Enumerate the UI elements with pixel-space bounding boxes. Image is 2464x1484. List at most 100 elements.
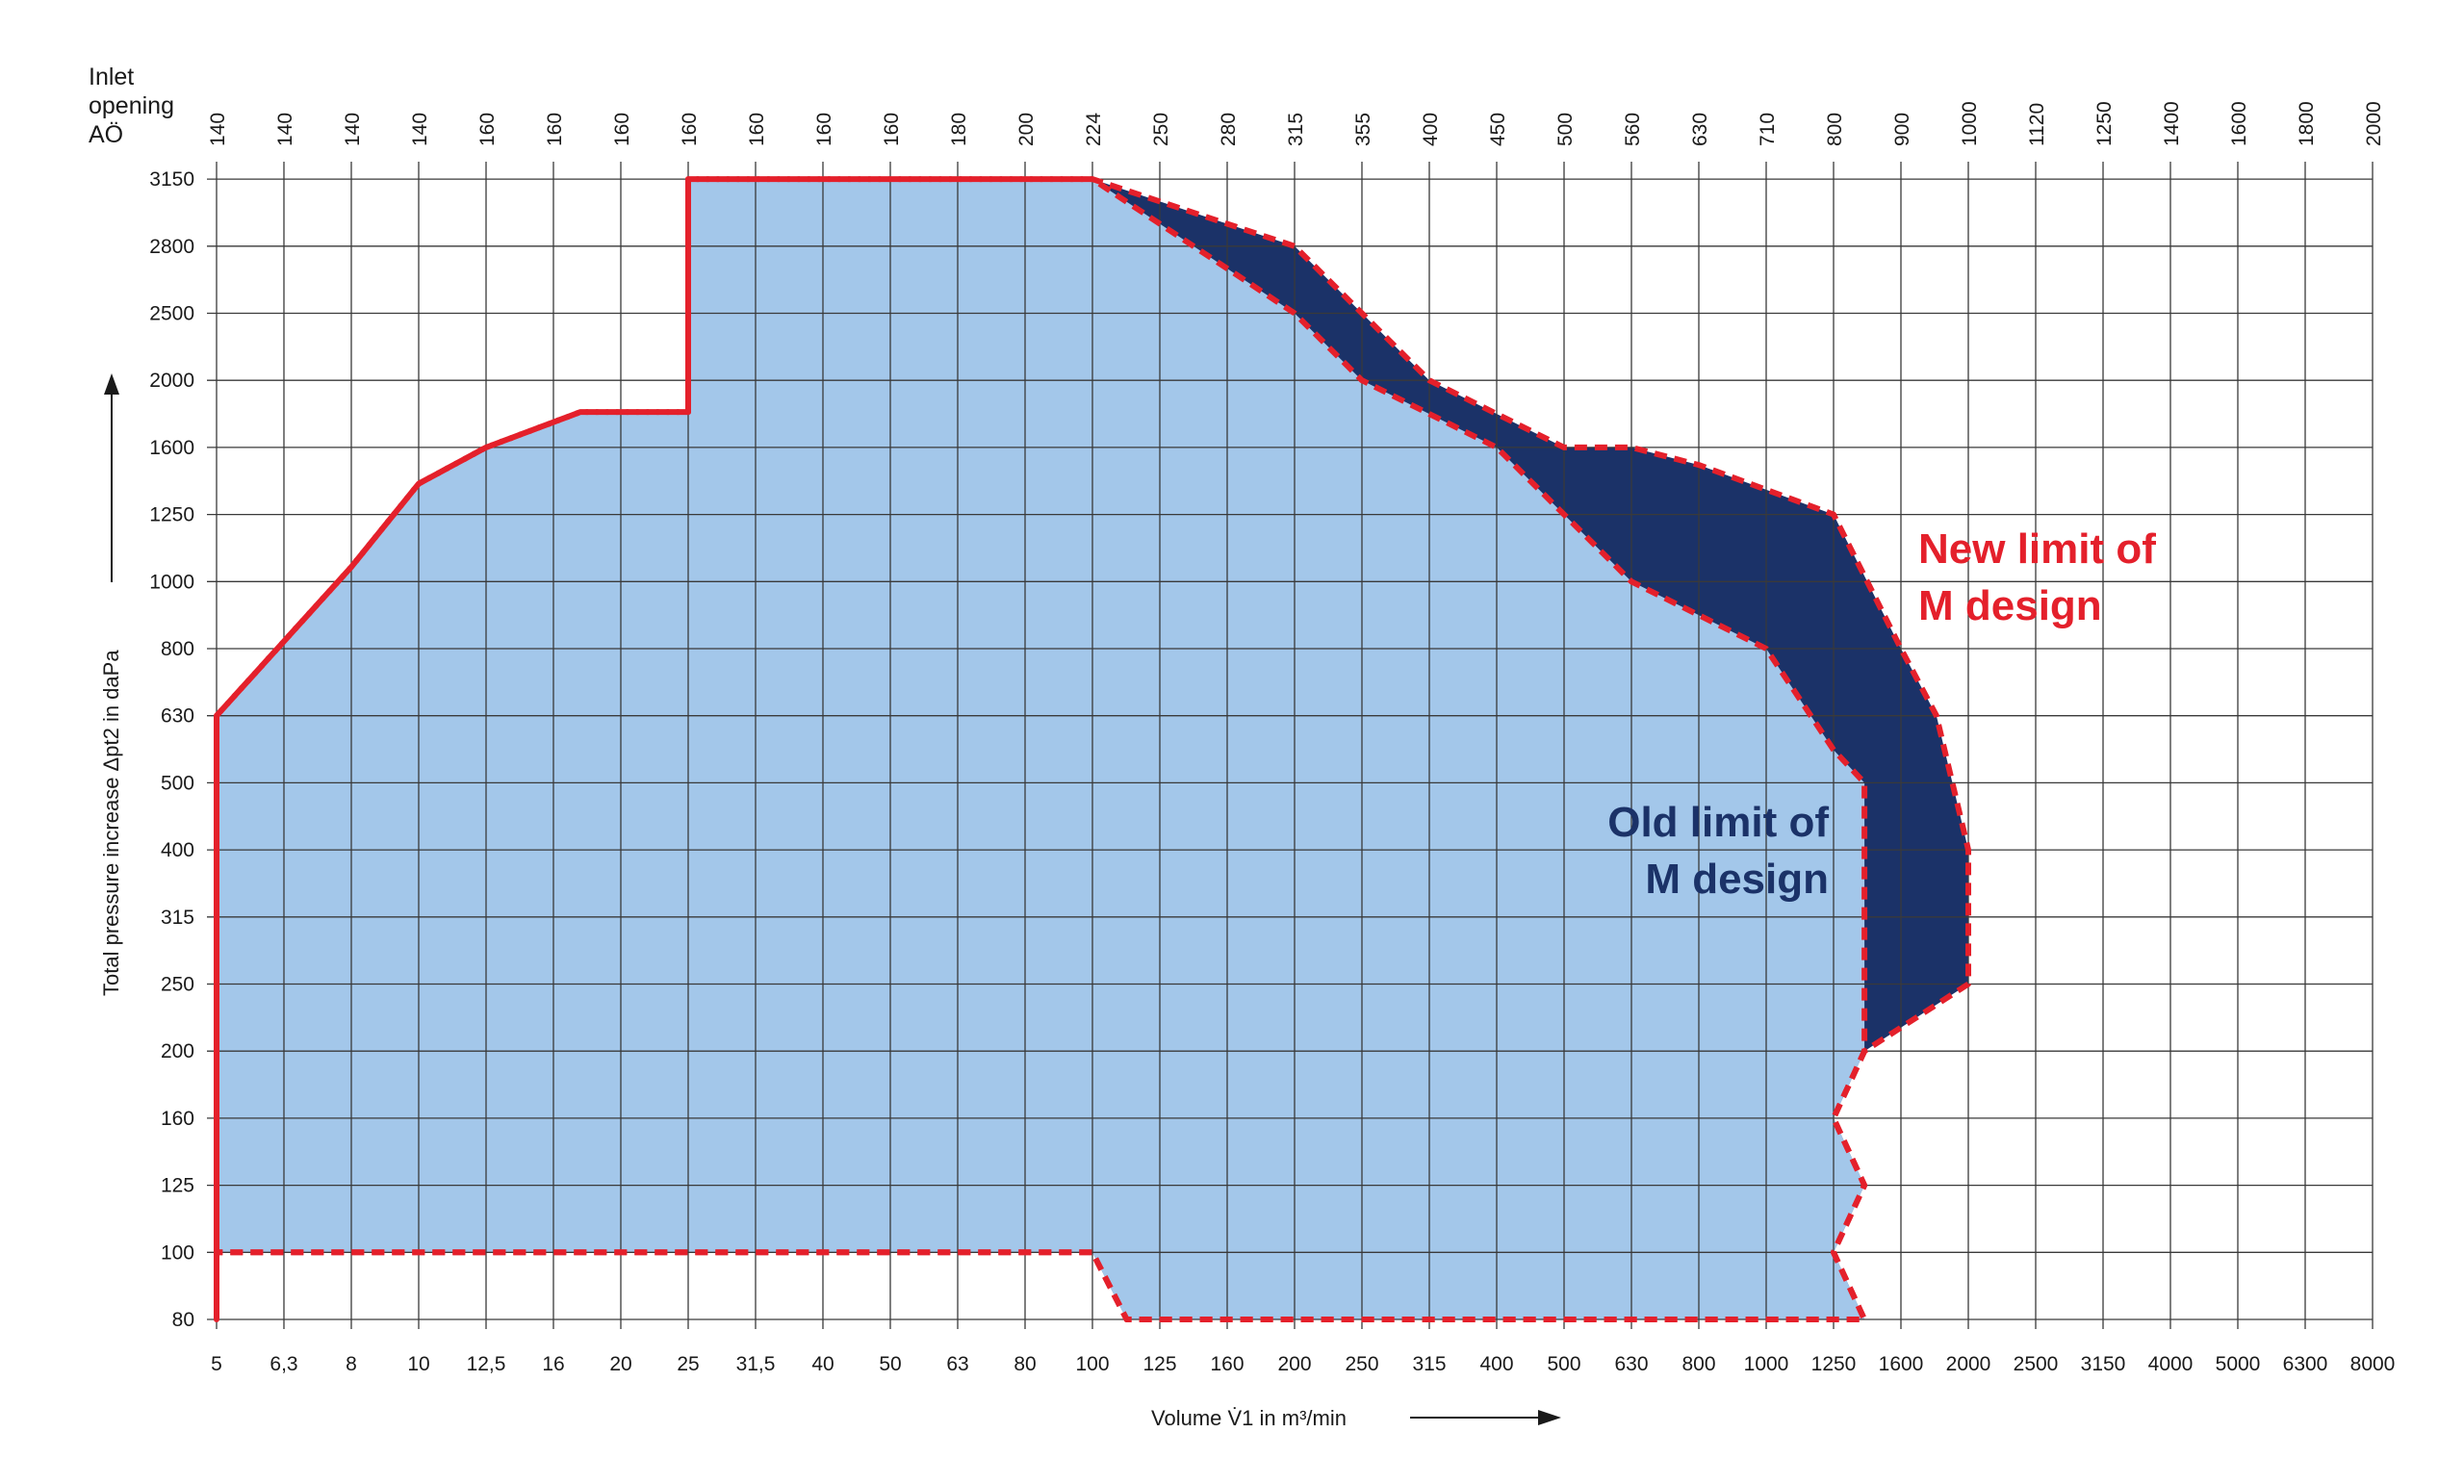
inlet-opening-label: 140 [274,113,296,146]
x-tick-label: 250 [1345,1353,1378,1375]
y-tick-label: 2500 [149,303,194,325]
x-tick-label: 1600 [1879,1353,1924,1375]
inlet-opening-label: 630 [1689,113,1711,146]
inlet-opening-label: 160 [544,113,566,146]
inlet-opening-label: 355 [1352,113,1374,146]
x-tick-label: 10 [407,1353,429,1375]
x-tick-label: 2500 [2014,1353,2059,1375]
inlet-opening-label: 160 [611,113,633,146]
inlet-opening-label: 400 [1420,113,1442,146]
x-tick-label: 25 [677,1353,699,1375]
inlet-opening-label: 160 [476,113,499,146]
x-tick-label: 8 [346,1353,357,1375]
y-tick-label: 500 [161,772,194,794]
x-tick-label: 1250 [1811,1353,1857,1375]
x-tick-label: 16 [542,1353,564,1375]
y-tick-label: 800 [161,638,194,660]
inlet-opening-label: 140 [207,113,229,146]
y-tick-label: 100 [161,1241,194,1264]
y-tick-label: 80 [172,1309,194,1331]
x-tick-label: 80 [1014,1353,1036,1375]
inlet-opening-label: 160 [813,113,835,146]
y-tick-label: 630 [161,705,194,728]
y-tick-label: 315 [161,907,194,929]
x-tick-label: 3150 [2081,1353,2126,1375]
y-axis-title: Total pressure increase Δpt2 in daPa [99,650,123,996]
old-limit-annotation: Old limit of [1607,799,1829,846]
inlet-opening-label: 900 [1891,113,1913,146]
x-tick-label: 12,5 [467,1353,506,1375]
inlet-opening-label: 180 [948,113,970,146]
x-tick-label: 20 [609,1353,631,1375]
x-tick-label: 315 [1412,1353,1446,1375]
new-limit-annotation: New limit of [1918,525,2156,573]
new-limit-annotation: M design [1918,582,2102,629]
x-tick-label: 63 [946,1353,968,1375]
inlet-opening-label: 1600 [2228,101,2250,146]
inlet-opening-header: opening [89,92,174,119]
inlet-opening-label: 315 [1285,113,1307,146]
x-tick-label: 31,5 [736,1353,776,1375]
x-tick-label: 50 [879,1353,901,1375]
y-tick-label: 1000 [149,571,194,593]
inlet-opening-label: 250 [1150,113,1172,146]
x-tick-label: 100 [1075,1353,1109,1375]
inlet-opening-header: Inlet [89,64,134,90]
y-tick-label: 400 [161,839,194,861]
y-tick-label: 1600 [149,437,194,459]
inlet-opening-label: 1800 [2296,101,2318,146]
new-limit-boundary [214,176,1971,1322]
inlet-opening-label: 224 [1083,113,1105,146]
inlet-opening-label: 200 [1015,113,1038,146]
old-limit-annotation: M design [1645,856,1829,903]
inlet-opening-label: 280 [1218,113,1240,146]
x-tick-label: 2000 [1946,1353,1991,1375]
x-tick-label: 400 [1479,1353,1513,1375]
x-tick-label: 6300 [2283,1353,2328,1375]
x-axis-arrowhead [1538,1410,1561,1425]
inlet-opening-label: 160 [746,113,768,146]
x-axis-title: Volume V̇1 in m³/min [1151,1406,1347,1430]
x-tick-label: 800 [1681,1353,1715,1375]
x-tick-label: 630 [1614,1353,1648,1375]
y-tick-label: 2000 [149,370,194,392]
inlet-opening-label: 2000 [2363,101,2385,146]
y-tick-label: 200 [161,1040,194,1062]
old-limit-area [217,179,1865,1320]
y-tick-label: 250 [161,974,194,996]
x-tick-label: 1000 [1744,1353,1789,1375]
y-axis-arrowhead [104,373,119,395]
x-tick-label: 125 [1142,1353,1176,1375]
inlet-opening-label: 1250 [2093,101,2116,146]
inlet-opening-label: 560 [1622,113,1644,146]
inlet-opening-label: 140 [342,113,364,146]
x-tick-label: 6,3 [270,1353,297,1375]
inlet-opening-label: 800 [1824,113,1846,146]
inlet-opening-label: 450 [1487,113,1509,146]
x-tick-label: 5 [211,1353,222,1375]
inlet-opening-label: 1000 [1959,101,1981,146]
y-tick-label: 1250 [149,504,194,526]
inlet-opening-header: AÖ [89,121,123,148]
y-tick-label: 125 [161,1175,194,1197]
x-tick-label: 160 [1210,1353,1244,1375]
y-tick-label: 3150 [149,168,194,191]
x-tick-label: 500 [1547,1353,1580,1375]
inlet-opening-label: 710 [1757,113,1779,146]
boundary-layer [214,176,1971,1322]
x-tick-label: 8000 [2350,1353,2396,1375]
inlet-opening-label: 1120 [2026,103,2048,146]
inlet-opening-label: 500 [1554,113,1577,146]
inlet-opening-label: 160 [679,113,701,146]
x-tick-label: 5000 [2216,1353,2261,1375]
inlet-opening-label: 160 [881,113,903,146]
y-tick-label: 2800 [149,236,194,258]
x-tick-label: 200 [1277,1353,1311,1375]
grid-layer [207,162,2374,1329]
inlet-opening-label: 1400 [2161,101,2183,146]
x-tick-label: 40 [811,1353,834,1375]
x-tick-label: 4000 [2148,1353,2194,1375]
label-layer: 5 6,3 8 10 12,5 16 20 25 31,5 40 50 63 80 100 125 160 20… [89,64,2395,1430]
